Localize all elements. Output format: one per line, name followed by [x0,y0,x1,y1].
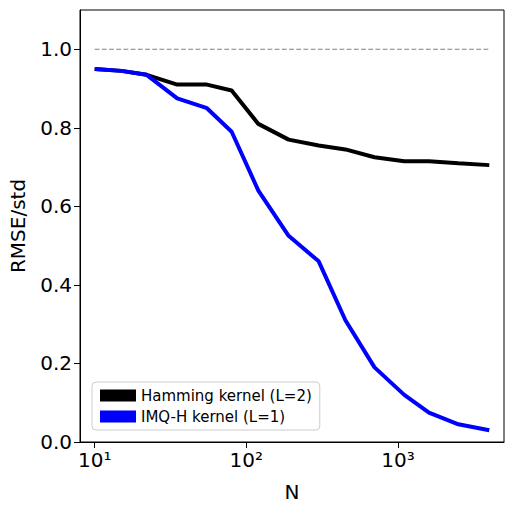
svg-text:0.2: 0.2 [40,351,72,375]
svg-text:10¹: 10¹ [78,448,111,472]
svg-text:1.0: 1.0 [40,37,72,61]
svg-text:RMSE/std: RMSE/std [6,179,30,273]
svg-text:0.0: 0.0 [40,430,72,454]
svg-text:10³: 10³ [381,448,414,472]
svg-text:Hamming kernel (L=2): Hamming kernel (L=2) [141,387,312,405]
svg-text:N: N [285,480,300,504]
svg-text:10²: 10² [230,448,263,472]
svg-text:0.6: 0.6 [40,194,72,218]
svg-text:IMQ-H kernel (L=1): IMQ-H kernel (L=1) [141,408,285,426]
svg-text:0.8: 0.8 [40,116,72,140]
svg-text:0.4: 0.4 [40,273,72,297]
